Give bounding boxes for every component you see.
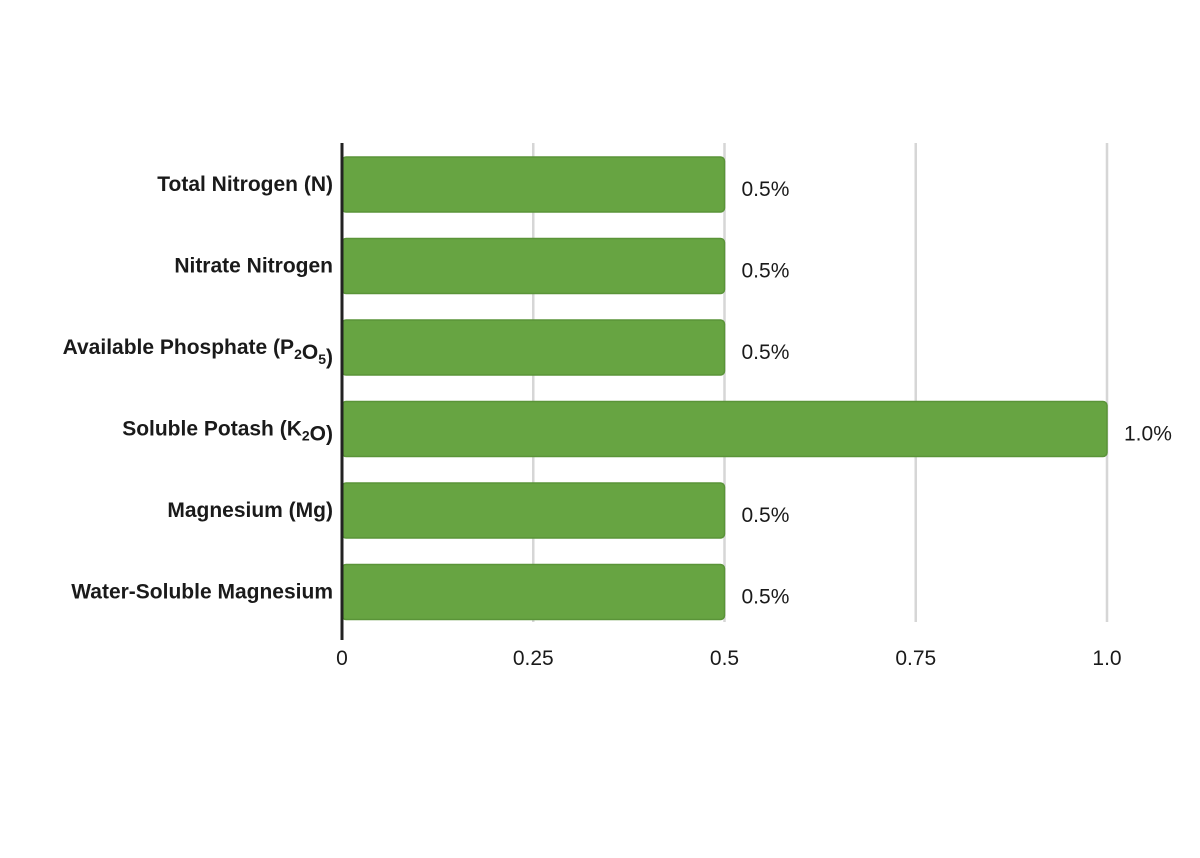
x-tick-label: 0.75 (895, 647, 936, 670)
data-label: 0.5% (742, 341, 790, 364)
bar (341, 563, 726, 621)
bar (341, 237, 726, 295)
data-label: 1.0% (1124, 423, 1172, 446)
category-label: Magnesium (Mg) (167, 499, 333, 522)
data-label: 0.5% (742, 504, 790, 527)
bar (341, 482, 726, 539)
bar (341, 156, 726, 213)
category-label: Total Nitrogen (N) (157, 173, 333, 196)
grid-lines (532, 143, 1109, 622)
x-tick-label: 1.0 (1092, 647, 1121, 670)
data-label: 0.5% (742, 586, 790, 609)
category-label: Nitrate Nitrogen (174, 255, 333, 278)
x-tick-label: 0 (336, 647, 348, 670)
category-label: Soluble Potash (K2O) (122, 418, 333, 446)
x-tick-label: 0.5 (710, 647, 739, 670)
x-tick-label: 0.25 (513, 647, 554, 670)
data-label: 0.5% (742, 260, 790, 283)
category-label: Available Phosphate (P2O5) (63, 336, 333, 369)
bar (341, 319, 726, 376)
data-label: 0.5% (742, 178, 790, 201)
bars (341, 156, 1108, 621)
category-label: Water-Soluble Magnesium (71, 581, 333, 604)
bar (341, 400, 1108, 458)
labels: 0.5% 0.5% 0.5% 1.0% 0.5% 0.5% Total Nitrogen (… (63, 173, 1172, 670)
